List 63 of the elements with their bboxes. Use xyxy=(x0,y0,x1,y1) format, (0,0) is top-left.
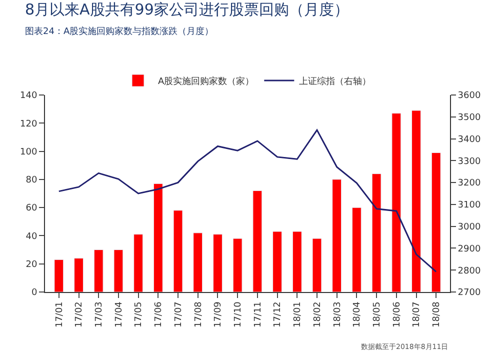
y2-tick-label: 2900 xyxy=(458,244,481,254)
y-tick-label: 20 xyxy=(26,260,38,270)
x-tick-label: 17/10 xyxy=(233,301,244,328)
x-tick-label: 18/03 xyxy=(332,302,343,328)
x-tick-label: 18/07 xyxy=(412,302,422,328)
chart-subtitle: 图表24：A股实施回购家数与指数涨跌（月度） xyxy=(25,26,214,37)
y2-tick-label: 3600 xyxy=(458,91,481,102)
x-tick-label: 18/08 xyxy=(432,301,442,328)
legend-label: 上证综指（右轴） xyxy=(299,76,372,88)
x-tick-label: 18/06 xyxy=(392,301,402,328)
chart-title: 8月以来A股共有99家公司进行股票回购（月度） xyxy=(25,0,349,18)
bar xyxy=(332,179,342,292)
line-series xyxy=(58,129,437,272)
y2-tick-label: 3000 xyxy=(458,222,481,232)
x-tick-label: 17/03 xyxy=(94,302,105,328)
bar xyxy=(153,183,163,292)
bar xyxy=(74,258,84,292)
x-tick-label: 18/01 xyxy=(293,302,304,328)
y2-tick-label: 3500 xyxy=(458,113,481,124)
y-tick-label: 140 xyxy=(20,91,38,102)
x-tick-label: 18/02 xyxy=(312,302,323,328)
bar xyxy=(372,174,382,292)
y-tick-label: 60 xyxy=(26,204,38,214)
x-tick-label: 17/05 xyxy=(134,302,144,328)
bar xyxy=(54,259,64,292)
x-tick-label: 17/07 xyxy=(174,302,184,328)
x-tick-label: 18/05 xyxy=(372,302,382,328)
y2-tick-label: 3100 xyxy=(458,200,481,211)
bar xyxy=(114,250,124,292)
y2-tick-label: 2800 xyxy=(458,266,481,276)
bar xyxy=(412,110,421,292)
bar xyxy=(134,234,144,292)
x-tick-label: 17/09 xyxy=(214,301,224,328)
bar xyxy=(94,250,104,292)
bar xyxy=(352,207,362,292)
bar xyxy=(392,113,402,292)
y-tick-label: 40 xyxy=(26,232,38,242)
x-tick-label: 17/02 xyxy=(74,302,85,328)
y2-tick-label: 3400 xyxy=(458,134,481,145)
y2-tick-label: 3200 xyxy=(458,178,481,189)
bar xyxy=(431,152,441,292)
bar xyxy=(173,210,183,292)
y-tick-label: 120 xyxy=(20,119,38,130)
y-tick-label: 80 xyxy=(26,176,38,186)
bar xyxy=(312,238,322,292)
legend-label: A股实施回购家数（家） xyxy=(158,76,254,88)
x-tick-label: 17/06 xyxy=(154,301,164,328)
bar xyxy=(252,190,262,292)
x-tick-label: 17/08 xyxy=(194,301,204,328)
bar xyxy=(232,238,242,292)
y-tick-label: 0 xyxy=(31,288,38,298)
x-tick-label: 17/11 xyxy=(253,302,264,328)
bar xyxy=(272,231,282,292)
y2-tick-label: 2700 xyxy=(458,288,481,298)
x-tick-label: 18/04 xyxy=(352,301,363,328)
bar xyxy=(213,234,222,292)
x-tick-label: 17/01 xyxy=(54,302,65,328)
bar xyxy=(292,231,302,292)
y-tick-label: 100 xyxy=(20,147,38,158)
y2-tick-label: 3300 xyxy=(458,156,481,167)
x-tick-label: 17/12 xyxy=(273,302,284,328)
bar xyxy=(193,232,203,292)
x-tick-label: 17/04 xyxy=(114,301,124,328)
